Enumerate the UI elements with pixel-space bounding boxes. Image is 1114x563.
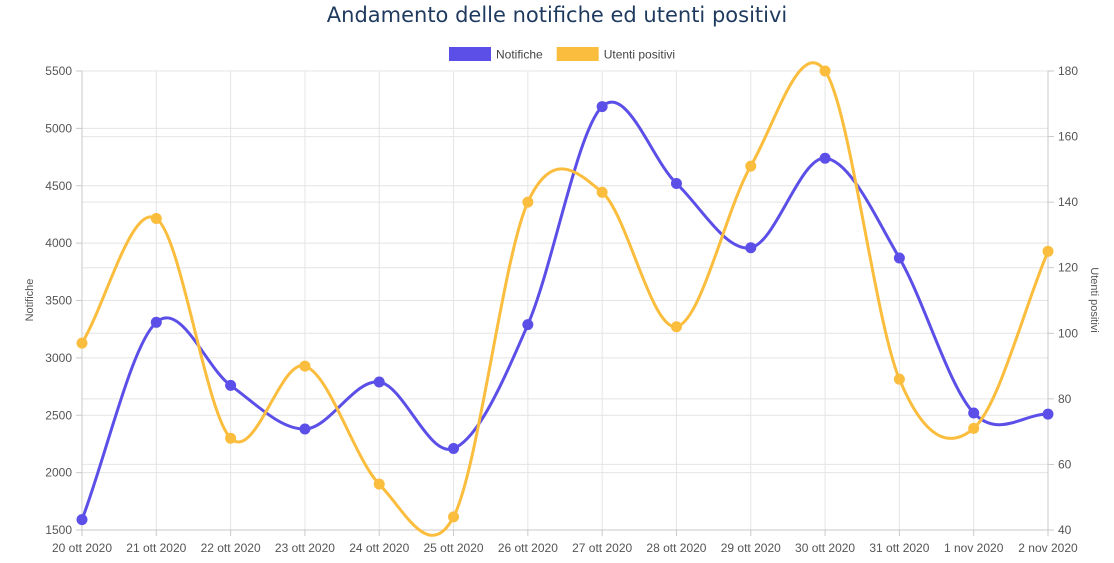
legend-label: Notifiche (496, 48, 543, 62)
data-point[interactable] (225, 379, 237, 391)
data-point[interactable] (968, 407, 980, 419)
y-right-tick-label: 160 (1058, 130, 1078, 144)
data-point[interactable] (150, 213, 162, 225)
y-left-tick-label: 4000 (45, 236, 72, 250)
y-left-tick-label: 3000 (45, 351, 72, 365)
y-right-tick-label: 120 (1058, 261, 1078, 275)
data-point[interactable] (819, 152, 831, 164)
legend: Notifiche Utenti positivi (449, 47, 675, 62)
legend-label: Utenti positivi (604, 48, 675, 62)
x-tick-label: 30 ott 2020 (795, 541, 855, 555)
data-point[interactable] (76, 514, 88, 526)
data-point[interactable] (670, 321, 682, 333)
data-point[interactable] (1042, 245, 1054, 257)
data-point[interactable] (373, 376, 385, 388)
data-point[interactable] (670, 177, 682, 189)
series-notifiche (76, 100, 1054, 526)
x-tick-label: 24 ott 2020 (349, 541, 409, 555)
y-right-tick-label: 180 (1058, 64, 1078, 78)
x-tick-label: 25 ott 2020 (424, 541, 484, 555)
y-right-tick-label: 80 (1058, 392, 1072, 406)
y-right-tick-label: 60 (1058, 457, 1072, 471)
legend-item-notifiche[interactable]: Notifiche (449, 47, 543, 62)
y-right-tick-label: 140 (1058, 195, 1078, 209)
data-point[interactable] (745, 242, 757, 254)
series-layer (76, 61, 1054, 537)
axes: 1500 2000 2500 3000 3500 4000 4500 5000 5500 40 60… (45, 64, 1078, 555)
y-left-tick-label: 2000 (45, 466, 72, 480)
data-point[interactable] (150, 316, 162, 328)
y-right-tick-label: 40 (1058, 523, 1072, 537)
y-axis-right-title: Utenti positivi (1088, 267, 1100, 332)
data-point[interactable] (745, 160, 757, 172)
data-point[interactable] (893, 252, 905, 264)
x-tick-label: 28 ott 2020 (646, 541, 706, 555)
y-left-tick-label: 5000 (45, 121, 72, 135)
y-right-tick-label: 100 (1058, 326, 1078, 340)
legend-item-utenti-positivi[interactable]: Utenti positivi (556, 47, 675, 62)
data-point[interactable] (448, 443, 460, 455)
data-point[interactable] (522, 196, 534, 208)
x-tick-label: 31 ott 2020 (869, 541, 929, 555)
data-point[interactable] (299, 423, 311, 435)
data-point[interactable] (968, 422, 980, 434)
x-tick-label: 2 nov 2020 (1018, 541, 1078, 555)
y-left-tick-label: 2500 (45, 408, 72, 422)
data-point[interactable] (1042, 408, 1054, 420)
data-point[interactable] (299, 360, 311, 372)
data-point[interactable] (76, 337, 88, 349)
data-point[interactable] (596, 186, 608, 198)
x-tick-label: 23 ott 2020 (275, 541, 335, 555)
y-left-tick-label: 5500 (45, 64, 72, 78)
series-line-notifiche (80, 100, 1050, 522)
x-tick-label: 21 ott 2020 (126, 541, 186, 555)
x-tick-label: 27 ott 2020 (572, 541, 632, 555)
data-point[interactable] (893, 373, 905, 385)
y-left-tick-label: 3500 (45, 294, 72, 308)
x-tick-label: 29 ott 2020 (721, 541, 781, 555)
chart-title: Andamento delle notifiche ed utenti posi… (327, 3, 787, 27)
gridlines (81, 70, 1049, 531)
data-point[interactable] (225, 432, 237, 444)
x-tick-label: 22 ott 2020 (201, 541, 261, 555)
x-tick-label: 20 ott 2020 (52, 541, 112, 555)
data-point[interactable] (596, 101, 608, 113)
data-point[interactable] (373, 478, 385, 490)
data-point[interactable] (819, 65, 831, 77)
legend-swatch (449, 47, 491, 61)
data-point[interactable] (448, 511, 460, 523)
x-tick-label: 1 nov 2020 (944, 541, 1004, 555)
data-point[interactable] (522, 319, 534, 331)
x-tick-label: 26 ott 2020 (498, 541, 558, 555)
y-left-tick-label: 4500 (45, 179, 72, 193)
y-axis-left-title: Notifiche (24, 279, 36, 322)
series-utenti-positivi (76, 61, 1054, 537)
y-left-tick-label: 1500 (45, 523, 72, 537)
legend-swatch (556, 47, 599, 61)
